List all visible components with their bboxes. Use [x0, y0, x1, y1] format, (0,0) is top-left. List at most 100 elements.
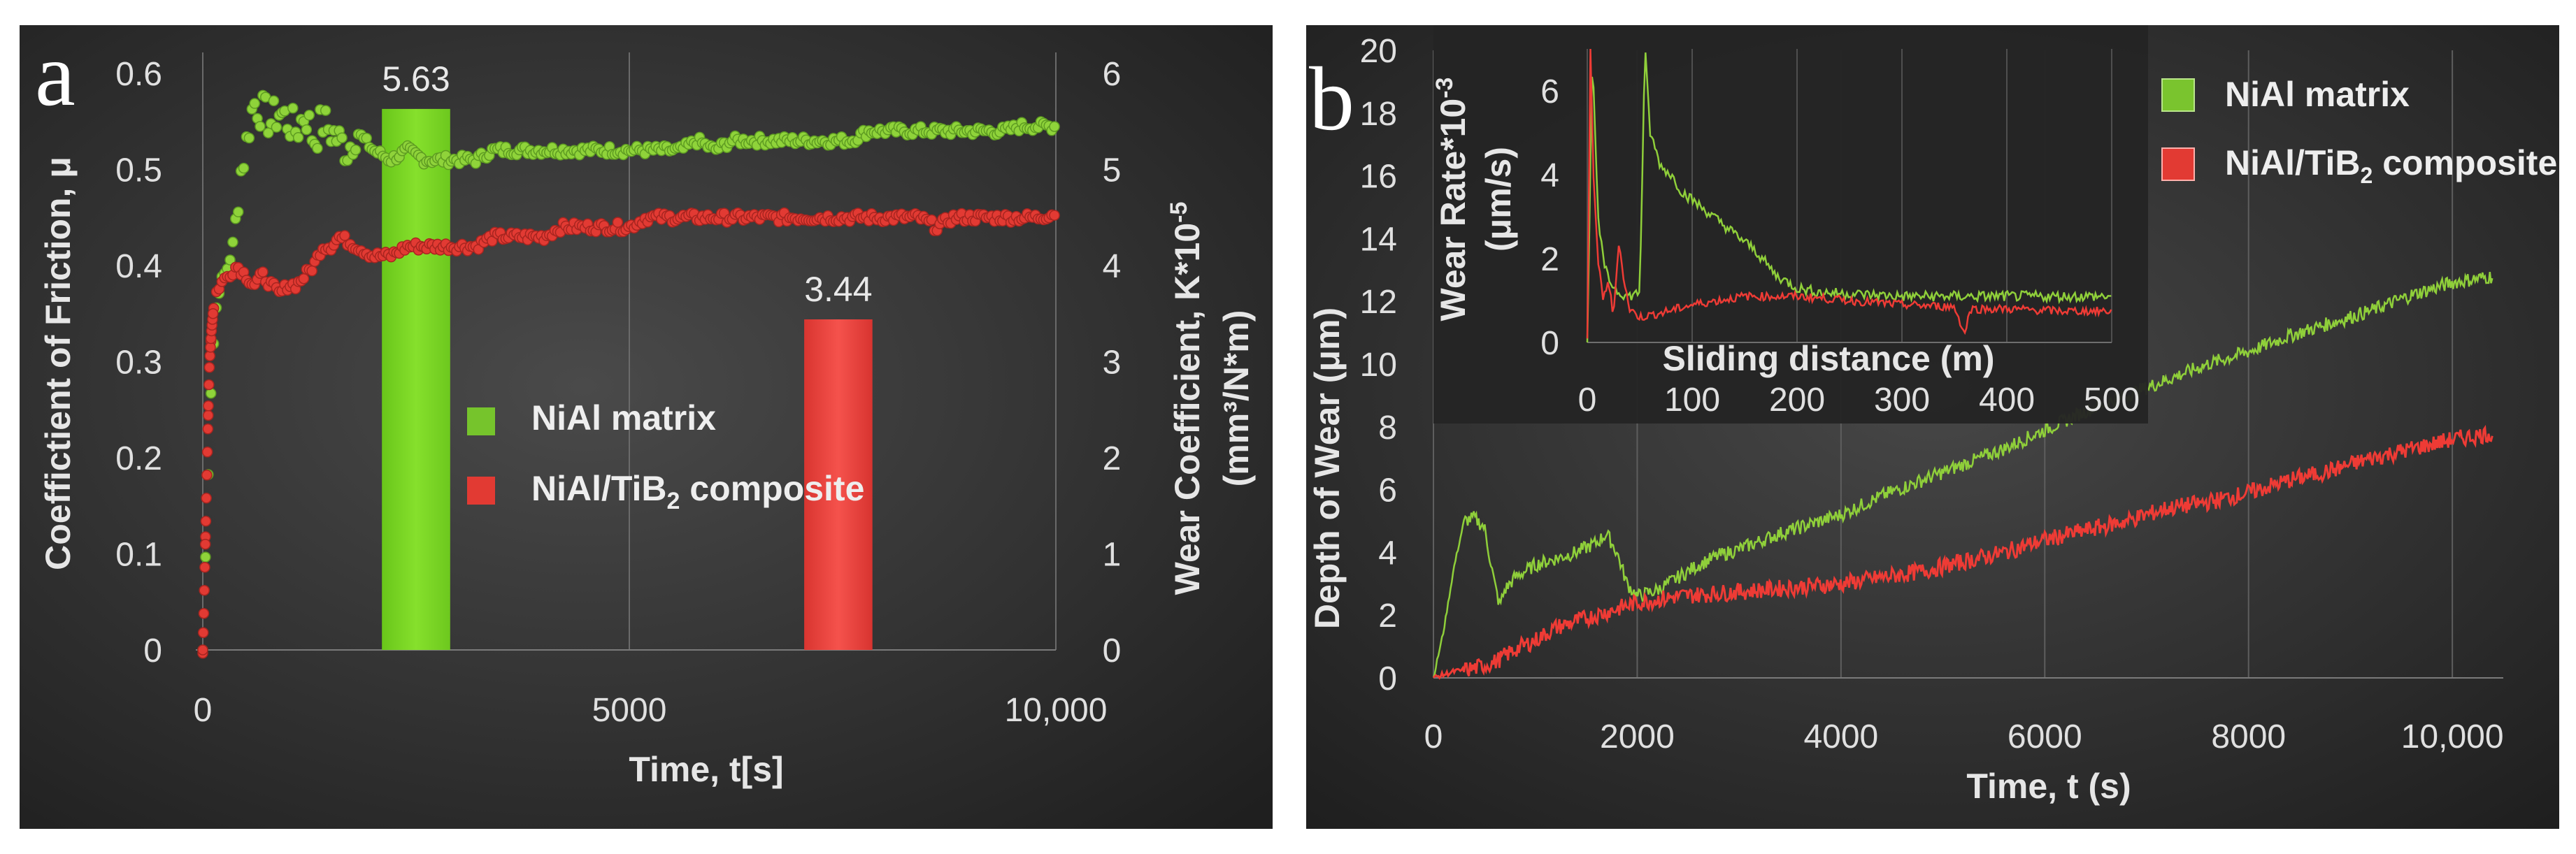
data-point [339, 230, 350, 241]
legend-b-composite-tail: composite [2373, 143, 2557, 182]
panel-a-ticks: 0 0.1 0.2 0.3 0.4 0.5 0.6 0 1 2 3 4 5 6 0 5000 10,000 [115, 56, 1121, 729]
b-y-tick-label: 8 [1378, 410, 1397, 447]
data-point [203, 410, 214, 421]
a-x-tick-label: 0 [194, 692, 213, 729]
b-x-tick-label: 4000 [1803, 718, 1878, 755]
data-point [199, 562, 210, 573]
a-y2-tick-label: 1 [1103, 537, 1122, 574]
bar-niAl-matrix [382, 108, 450, 650]
inset-ticks: 0 2 4 6 0 100 200 300 400 500 [1540, 73, 2140, 419]
panel-b-series [1432, 271, 2493, 680]
legend-b-label-niAl-matrix: NiAl matrix [2225, 75, 2410, 114]
inset-y-tick-label: 0 [1540, 325, 1559, 362]
data-point [257, 266, 269, 277]
data-point [1049, 210, 1060, 221]
b-y-tick-label: 20 [1360, 33, 1397, 70]
a-y2-tick-label: 6 [1103, 56, 1122, 93]
panel-b-letter: b [1309, 49, 1354, 150]
inset-x-tick-label: 200 [1769, 382, 1825, 419]
data-point [207, 308, 219, 319]
panel-a-y2-label-main: Wear Coefficient, K*10 [1168, 223, 1207, 595]
inset-background [1433, 25, 2148, 424]
a-y2-tick-label: 0 [1103, 632, 1122, 670]
data-point [198, 608, 210, 619]
panel-a-y2-label-superscript: -5 [1166, 202, 1192, 223]
panel-a-bars: 5.63 3.44 [382, 59, 873, 650]
a-y2-tick-label: 2 [1103, 440, 1122, 477]
a-y-tick-label: 0.1 [115, 537, 162, 574]
bar-composite [804, 319, 873, 650]
data-point [203, 400, 214, 412]
b-y-tick-label: 14 [1360, 221, 1397, 258]
b-y-tick-label: 18 [1360, 96, 1397, 133]
b-y-tick-label: 2 [1378, 598, 1397, 635]
panel-a-series [197, 89, 1060, 659]
data-point [227, 236, 238, 248]
data-point [224, 254, 236, 266]
b-x-tick-label: 10,000 [2401, 718, 2504, 755]
data-point [197, 627, 209, 638]
panel-a-y-axis-label: Coeffictient of Friction, μ [38, 157, 78, 570]
a-y2-tick-label: 3 [1103, 345, 1122, 382]
a-y2-tick-label: 4 [1103, 248, 1122, 285]
b-x-tick-label: 8000 [2211, 718, 2286, 755]
data-point [199, 539, 211, 550]
data-point [301, 124, 313, 136]
a-x-tick-label: 10,000 [1005, 692, 1108, 729]
data-point [200, 551, 211, 563]
legend-label-composite: NiAl/TiB2 composite [531, 469, 864, 514]
inset-y-label-superscript: -3 [1431, 78, 1458, 99]
inset-x-tick-label: 0 [1578, 382, 1597, 419]
b-y-tick-label: 16 [1360, 159, 1397, 196]
data-point [320, 105, 331, 116]
inset-y-axis-label: Wear Rate*10-3 [1431, 78, 1473, 321]
a-x-tick-label: 5000 [592, 692, 667, 729]
series-composite [197, 207, 1060, 659]
series-line-composite [1432, 424, 2493, 680]
series-line-niAl-matrix [1432, 271, 2493, 678]
legend-b-composite-subscript: 2 [2361, 163, 2373, 188]
inset-x-tick-label: 500 [2084, 382, 2140, 419]
bar-value-label: 3.44 [804, 270, 872, 309]
data-point [197, 644, 208, 656]
inset-series-line-composite [1586, 48, 2112, 339]
a-y-tick-label: 0.3 [115, 345, 162, 382]
data-point [203, 379, 215, 391]
legend-b-composite-main: NiAl/TiB [2225, 143, 2361, 182]
data-point [200, 516, 212, 527]
data-point [361, 132, 372, 144]
data-point [201, 447, 213, 458]
panel-a-letter: a [35, 24, 76, 125]
inset-x-tick-label: 400 [1979, 382, 2035, 419]
inset-y-axis-units: (μm/s) [1479, 147, 1518, 252]
panel-a-legend: NiAl matrix NiAl/TiB2 composite [467, 398, 864, 514]
data-point [233, 206, 244, 217]
data-point [238, 162, 250, 174]
b-y-tick-label: 4 [1378, 535, 1397, 572]
data-point [271, 122, 282, 133]
legend-b-label-composite: NiAl/TiB2 composite [2225, 143, 2557, 188]
data-point [201, 493, 212, 504]
data-point [199, 585, 210, 596]
panel-b-y-axis-label: Depth of Wear (μm) [1308, 307, 1347, 629]
panel-a-y2-axis-units: (mm³/N*m) [1217, 310, 1256, 487]
inset-y-tick-label: 6 [1540, 73, 1559, 110]
panel-b-legend: NiAl matrix NiAl/TiB2 composite [2161, 75, 2557, 188]
data-point [312, 143, 323, 154]
inset-x-tick-label: 300 [1874, 382, 1930, 419]
inset-x-tick-label: 100 [1664, 382, 1720, 419]
inset-y-tick-label: 2 [1540, 241, 1559, 278]
data-point [255, 121, 266, 132]
data-point [287, 102, 299, 114]
panel-a: a 5.63 3.44 0 0.1 0.2 0.3 0.4 0.5 0.6 0 1 2 3 4 5 6 0 50… [20, 24, 1273, 829]
legend-swatch-niAl-matrix [467, 407, 495, 435]
panel-a-y2-axis-label: Wear Coefficient, K*10-5 [1166, 202, 1207, 595]
data-point [306, 265, 317, 277]
legend-b-swatch-niAl-matrix [2161, 78, 2195, 112]
a-y2-tick-label: 5 [1103, 152, 1122, 189]
a-y-tick-label: 0 [143, 632, 162, 670]
panel-a-x-axis-label: Time, t[s] [629, 750, 783, 789]
